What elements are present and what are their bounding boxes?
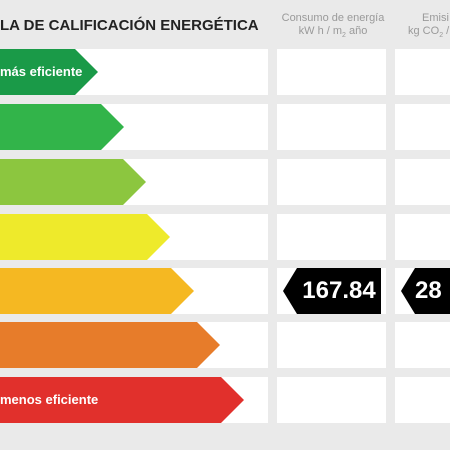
emissions-cell bbox=[395, 322, 450, 368]
consumption-cell bbox=[277, 159, 386, 205]
emissions-cell bbox=[395, 377, 450, 423]
consumption-header-line1: Consumo de energía bbox=[281, 12, 385, 24]
band-bar: menos eficiente bbox=[0, 377, 244, 423]
consumption-cell bbox=[277, 322, 386, 368]
consumption-cell bbox=[277, 214, 386, 260]
emissions-header-unit: kg CO2 / m bbox=[408, 25, 450, 40]
band-label: más eficiente bbox=[0, 64, 83, 79]
consumption-cell bbox=[277, 377, 386, 423]
consumption-value-tag: 167.84 bbox=[283, 268, 381, 314]
band-bar: más eficiente bbox=[0, 49, 98, 95]
band-bar bbox=[0, 159, 146, 205]
band-label: menos eficiente bbox=[0, 392, 99, 407]
scale-title: LA DE CALIFICACIÓN ENERGÉTICA bbox=[0, 17, 259, 34]
consumption-cell bbox=[277, 49, 386, 95]
emissions-cell bbox=[395, 104, 450, 150]
band-bar bbox=[0, 268, 194, 314]
emissions-cell bbox=[395, 49, 450, 95]
emissions-cell bbox=[395, 159, 450, 205]
header bbox=[0, 0, 450, 44]
emissions-header-line1: Emisi bbox=[422, 12, 449, 24]
emissions-value: 28 bbox=[415, 277, 442, 304]
band-bar bbox=[0, 322, 220, 368]
consumption-value: 167.84 bbox=[302, 277, 376, 304]
consumption-column-header: Consumo de energía kW h / m2 año bbox=[278, 12, 388, 42]
consumption-cell bbox=[277, 104, 386, 150]
band-bar bbox=[0, 214, 170, 260]
emissions-column-header: Emisi kg CO2 / m bbox=[400, 12, 450, 42]
consumption-header-unit: kW h / m2 año bbox=[298, 25, 368, 40]
band-bar bbox=[0, 104, 124, 150]
emissions-cell bbox=[395, 214, 450, 260]
